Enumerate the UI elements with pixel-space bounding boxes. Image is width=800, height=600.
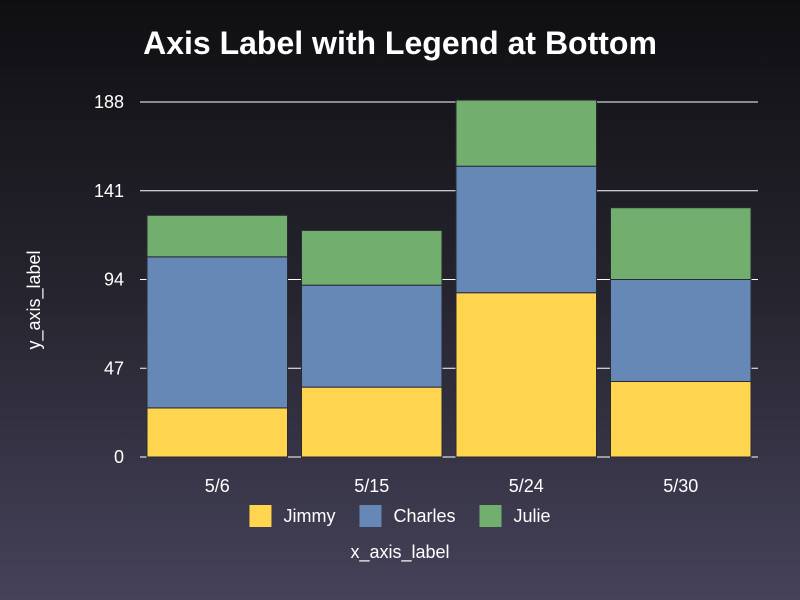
legend-swatch [249,505,272,527]
x-tick-label: 5/24 [509,476,544,496]
bar-julie-3[interactable] [610,207,752,280]
x-tick-label: 5/6 [205,476,230,496]
bar-jimmy-2[interactable] [455,292,597,458]
bar-charles-1[interactable] [301,284,443,388]
y-axis-ticks: 0 47 94 141 188 [94,92,124,467]
y-axis-label: y_axis_label [24,250,45,349]
y-tick-label: 47 [104,358,124,378]
bar-julie-2[interactable] [455,99,597,167]
x-axis-label: x_axis_label [350,542,449,563]
bar-jimmy-0[interactable] [146,407,288,458]
bar-jimmy-3[interactable] [610,380,752,458]
legend-label: Charles [393,506,455,526]
y-tick-label: 94 [104,270,124,290]
y-tick-label: 0 [114,447,124,467]
legend-swatch [359,505,382,527]
x-tick-label: 5/15 [354,476,389,496]
bar-julie-1[interactable] [301,229,443,286]
bar-julie-0[interactable] [146,214,288,258]
bar-charles-0[interactable] [146,256,288,409]
legend-item-charles[interactable]: Charles [359,505,456,527]
y-tick-label: 141 [94,181,124,201]
y-tick-label: 188 [94,92,124,112]
legend-label: Jimmy [283,506,335,526]
x-axis-ticks: 5/6 5/15 5/24 5/30 [205,476,699,496]
legend-item-jimmy[interactable]: Jimmy [249,505,335,527]
bars [146,99,752,458]
legend-swatch [479,505,502,527]
bar-jimmy-1[interactable] [301,386,443,458]
legend-label: Julie [514,506,551,526]
x-tick-label: 5/30 [663,476,698,496]
bar-charles-3[interactable] [610,279,752,382]
legend[interactable]: Jimmy Charles Julie [249,505,551,527]
chart-title: Axis Label with Legend at Bottom [143,25,657,61]
bar-charles-2[interactable] [455,165,597,294]
legend-item-julie[interactable]: Julie [479,505,551,527]
